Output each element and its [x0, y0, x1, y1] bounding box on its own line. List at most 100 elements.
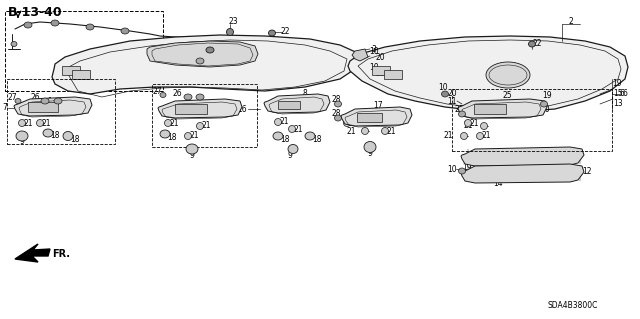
Text: 6: 6	[623, 90, 627, 99]
Text: 21: 21	[189, 131, 199, 140]
Bar	[278, 101, 300, 109]
Ellipse shape	[16, 131, 28, 141]
Ellipse shape	[24, 22, 32, 28]
Text: 8: 8	[303, 88, 307, 98]
Text: 20: 20	[447, 88, 457, 98]
Bar	[357, 113, 382, 122]
Bar	[474, 104, 506, 114]
Text: B-13-40: B-13-40	[8, 5, 63, 19]
Text: 15: 15	[613, 90, 623, 99]
Ellipse shape	[184, 94, 192, 100]
Text: 26: 26	[30, 93, 40, 101]
Text: 27: 27	[7, 93, 17, 101]
Text: 10: 10	[369, 63, 379, 71]
Polygon shape	[341, 107, 412, 126]
Text: 28: 28	[332, 94, 340, 103]
Ellipse shape	[206, 47, 214, 53]
Text: 28: 28	[332, 108, 340, 117]
Text: 2: 2	[568, 17, 573, 26]
Text: 3: 3	[372, 44, 376, 54]
Text: 20: 20	[454, 105, 464, 114]
Polygon shape	[15, 244, 50, 262]
Text: 7: 7	[3, 103, 8, 113]
Bar	[152, 84, 257, 147]
Ellipse shape	[288, 145, 298, 153]
Circle shape	[164, 120, 172, 127]
Ellipse shape	[186, 144, 198, 154]
Text: 19: 19	[462, 162, 472, 172]
Polygon shape	[348, 36, 628, 112]
Text: 21: 21	[348, 118, 358, 128]
Text: 5: 5	[495, 167, 500, 175]
Text: 18: 18	[70, 135, 80, 144]
Text: 18: 18	[51, 131, 60, 140]
Ellipse shape	[11, 41, 17, 47]
Polygon shape	[158, 99, 242, 118]
Ellipse shape	[160, 130, 170, 138]
Text: 10: 10	[369, 48, 379, 56]
Text: 1: 1	[198, 97, 202, 106]
Circle shape	[477, 132, 483, 139]
Polygon shape	[461, 147, 584, 166]
Circle shape	[289, 125, 296, 132]
Ellipse shape	[364, 142, 376, 152]
Text: 26: 26	[172, 88, 182, 98]
Text: 20: 20	[375, 69, 385, 78]
Ellipse shape	[196, 94, 204, 100]
Polygon shape	[352, 49, 368, 61]
Text: 10: 10	[438, 83, 448, 92]
Ellipse shape	[273, 132, 283, 140]
Circle shape	[481, 122, 488, 130]
Text: FR.: FR.	[52, 249, 70, 259]
Text: 18: 18	[167, 132, 177, 142]
Text: 14: 14	[493, 179, 503, 188]
Text: 27: 27	[152, 86, 162, 95]
Polygon shape	[14, 97, 92, 116]
Ellipse shape	[269, 30, 275, 36]
Text: 21: 21	[23, 118, 33, 128]
Text: 10: 10	[447, 165, 457, 174]
Text: 21: 21	[169, 118, 179, 128]
Ellipse shape	[529, 41, 536, 47]
Circle shape	[19, 120, 26, 127]
Polygon shape	[52, 35, 360, 94]
Text: 11: 11	[447, 97, 457, 106]
Text: 9: 9	[189, 151, 195, 160]
Bar	[452, 89, 612, 151]
Text: 13: 13	[613, 100, 623, 108]
Text: 21: 21	[481, 131, 491, 140]
Circle shape	[184, 132, 191, 139]
Circle shape	[461, 132, 467, 139]
Text: 9: 9	[367, 150, 372, 159]
Bar	[62, 66, 80, 75]
Text: 18: 18	[280, 135, 290, 144]
Text: 22: 22	[532, 40, 541, 48]
Text: SDA4B3800C: SDA4B3800C	[548, 300, 598, 309]
Ellipse shape	[227, 28, 234, 35]
Ellipse shape	[86, 24, 94, 30]
Text: 9: 9	[20, 137, 24, 145]
Ellipse shape	[51, 20, 59, 26]
Text: 1: 1	[47, 97, 52, 106]
Text: 21: 21	[444, 131, 452, 140]
Bar	[384, 70, 402, 79]
Text: 21: 21	[279, 117, 289, 127]
Text: 23: 23	[228, 18, 238, 26]
Ellipse shape	[458, 168, 465, 174]
Text: 20: 20	[375, 54, 385, 63]
Ellipse shape	[15, 99, 21, 103]
Bar	[5, 11, 163, 91]
Text: 21: 21	[346, 127, 356, 136]
Ellipse shape	[335, 115, 342, 121]
Text: 20: 20	[540, 105, 550, 114]
Polygon shape	[147, 41, 258, 67]
Ellipse shape	[541, 101, 547, 107]
Ellipse shape	[121, 28, 129, 34]
Text: 6: 6	[620, 90, 625, 99]
Text: 25: 25	[502, 92, 512, 100]
Ellipse shape	[54, 98, 62, 104]
Circle shape	[381, 128, 388, 135]
Ellipse shape	[458, 111, 465, 117]
Polygon shape	[458, 99, 547, 118]
Circle shape	[465, 120, 472, 127]
